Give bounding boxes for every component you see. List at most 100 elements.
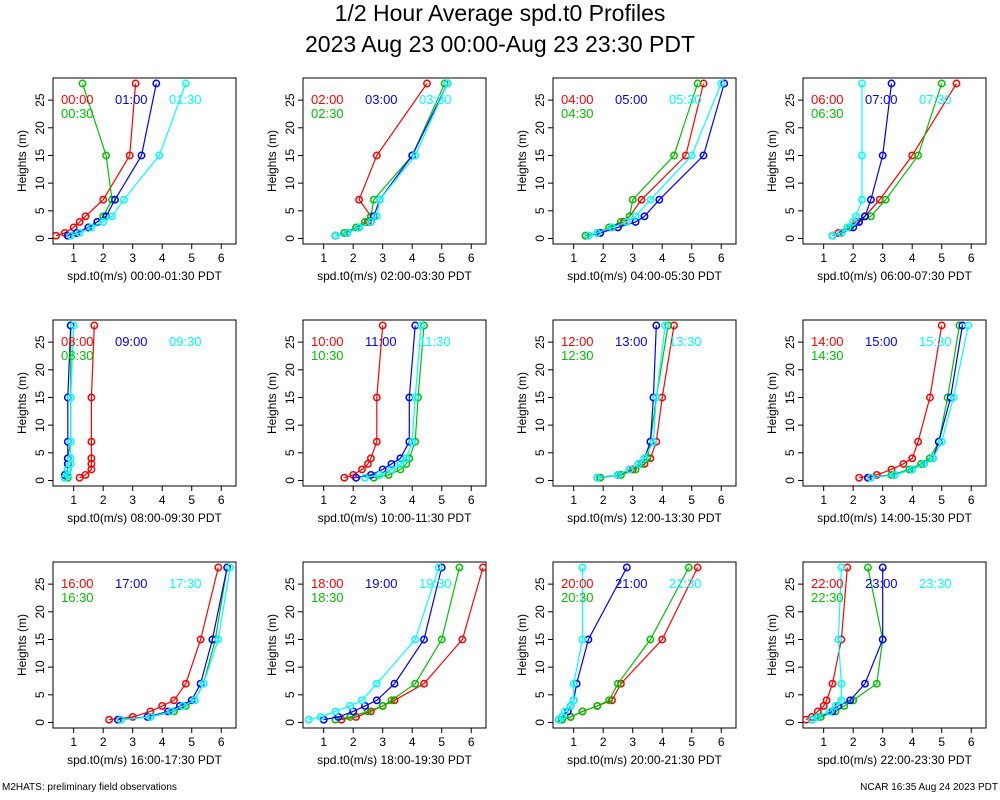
y-axis-label: Heights (m) bbox=[515, 614, 529, 676]
legend-label: 07:30 bbox=[919, 92, 952, 107]
y-tick-label: 10 bbox=[283, 176, 297, 190]
y-tick-label: 20 bbox=[283, 605, 297, 619]
x-tick-label: 6 bbox=[218, 735, 225, 749]
legend-label: 18:00 bbox=[311, 576, 344, 591]
legend-label: 05:00 bbox=[615, 92, 648, 107]
y-axis-label: Heights (m) bbox=[265, 130, 279, 192]
data-point bbox=[443, 79, 452, 88]
y-tick-label: 15 bbox=[533, 148, 547, 162]
y-tick-label: 20 bbox=[533, 605, 547, 619]
data-point bbox=[846, 696, 855, 705]
x-tick-label: 2 bbox=[350, 493, 357, 507]
x-tick-label: 3 bbox=[629, 735, 636, 749]
series-group bbox=[593, 321, 678, 482]
y-tick-label: 25 bbox=[783, 335, 797, 349]
data-point bbox=[605, 696, 614, 705]
series-line-0500 bbox=[588, 83, 725, 237]
legend-label: 02:30 bbox=[311, 106, 344, 121]
data-point bbox=[699, 151, 708, 160]
x-tick-label: 6 bbox=[468, 251, 475, 265]
x-tick-label: 1 bbox=[320, 493, 327, 507]
x-tick-label: 4 bbox=[159, 251, 166, 265]
x-tick-label: 2 bbox=[350, 735, 357, 749]
series-group bbox=[828, 79, 961, 240]
data-point bbox=[316, 712, 325, 721]
x-tick-label: 4 bbox=[409, 493, 416, 507]
y-axis-label: Heights (m) bbox=[15, 130, 29, 192]
x-axis-label: spd.t0(m/s) 10:00-11:30 PDT bbox=[318, 511, 473, 525]
data-point bbox=[66, 321, 75, 330]
data-point bbox=[396, 459, 405, 468]
data-point bbox=[861, 212, 869, 221]
data-point bbox=[908, 465, 917, 474]
data-point bbox=[146, 712, 155, 721]
data-point bbox=[420, 679, 428, 688]
legend-label: 15:00 bbox=[865, 334, 898, 349]
x-tick-label: 5 bbox=[438, 735, 445, 749]
x-tick-label: 4 bbox=[659, 735, 666, 749]
x-axis-label: spd.t0(m/s) 04:00-05:30 PDT bbox=[567, 269, 722, 283]
x-tick-label: 5 bbox=[688, 251, 695, 265]
y-tick-label: 5 bbox=[533, 691, 547, 698]
x-axis-label: spd.t0(m/s) 08:00-09:30 PDT bbox=[67, 511, 222, 525]
y-tick-label: 25 bbox=[783, 577, 797, 591]
x-tick-label: 3 bbox=[879, 735, 886, 749]
panel-frame bbox=[302, 319, 487, 487]
data-point bbox=[640, 454, 649, 463]
panel-frame bbox=[802, 77, 987, 245]
data-point bbox=[372, 437, 381, 446]
data-point bbox=[214, 563, 223, 572]
series-line-0130 bbox=[70, 83, 187, 237]
x-tick-label: 6 bbox=[468, 735, 475, 749]
data-point bbox=[613, 470, 622, 479]
data-point bbox=[670, 151, 678, 160]
series-line-1330 bbox=[597, 325, 666, 479]
data-point bbox=[640, 212, 649, 221]
y-axis-label: Heights (m) bbox=[765, 130, 779, 192]
y-tick-label: 25 bbox=[783, 93, 797, 107]
legend-label: 12:30 bbox=[561, 348, 594, 363]
panel-4: 1 2 3 4 5 6 0 5 10 15 20 25 spd.t0(m/s) 06:00-07:30 … bbox=[765, 77, 987, 283]
y-tick-label: 0 bbox=[33, 235, 47, 242]
data-point bbox=[63, 470, 72, 479]
y-tick-label: 25 bbox=[533, 335, 547, 349]
data-point bbox=[863, 563, 872, 572]
legend-label: 08:00 bbox=[61, 334, 94, 349]
data-point bbox=[717, 79, 726, 88]
data-point bbox=[843, 223, 852, 232]
data-point bbox=[408, 437, 417, 446]
panel-frame bbox=[302, 561, 487, 729]
panel-9: 1 2 3 4 5 6 0 5 10 15 20 25 spd.t0(m/s) 16:00-17:30 … bbox=[15, 561, 237, 767]
series-line-2330 bbox=[811, 567, 843, 721]
legend-label: 01:00 bbox=[115, 92, 148, 107]
x-tick-label: 4 bbox=[659, 493, 666, 507]
data-point bbox=[914, 151, 923, 160]
data-point bbox=[81, 212, 90, 221]
x-tick-label: 1 bbox=[570, 735, 577, 749]
series-line-0000 bbox=[55, 83, 137, 237]
series-group bbox=[803, 563, 887, 724]
legend-label: 05:30 bbox=[669, 92, 702, 107]
x-tick-label: 6 bbox=[718, 493, 725, 507]
panel-10: 1 2 3 4 5 6 0 5 10 15 20 25 spd.t0(m/s) 18:00-19:30 … bbox=[265, 561, 487, 767]
chart-title: 1/2 Hour Average spd.t0 Profiles bbox=[334, 0, 666, 26]
data-point bbox=[366, 217, 375, 226]
data-point bbox=[372, 212, 381, 221]
footer-timestamp: NCAR 16:35 Aug 24 2023 PDT bbox=[860, 782, 998, 793]
data-point bbox=[878, 151, 887, 160]
y-tick-label: 15 bbox=[533, 632, 547, 646]
data-point bbox=[937, 437, 946, 446]
legend-label: 19:30 bbox=[419, 576, 452, 591]
data-point bbox=[622, 217, 631, 226]
x-tick-label: 4 bbox=[409, 735, 416, 749]
legend-label: 00:30 bbox=[61, 106, 94, 121]
data-point bbox=[646, 635, 655, 644]
panel-frame bbox=[302, 77, 487, 245]
data-point bbox=[119, 195, 128, 204]
legend-label: 06:30 bbox=[811, 106, 844, 121]
data-point bbox=[69, 321, 78, 330]
x-tick-label: 5 bbox=[438, 493, 445, 507]
x-tick-label: 3 bbox=[379, 251, 386, 265]
legend-label: 09:30 bbox=[169, 334, 202, 349]
data-point bbox=[437, 635, 446, 644]
